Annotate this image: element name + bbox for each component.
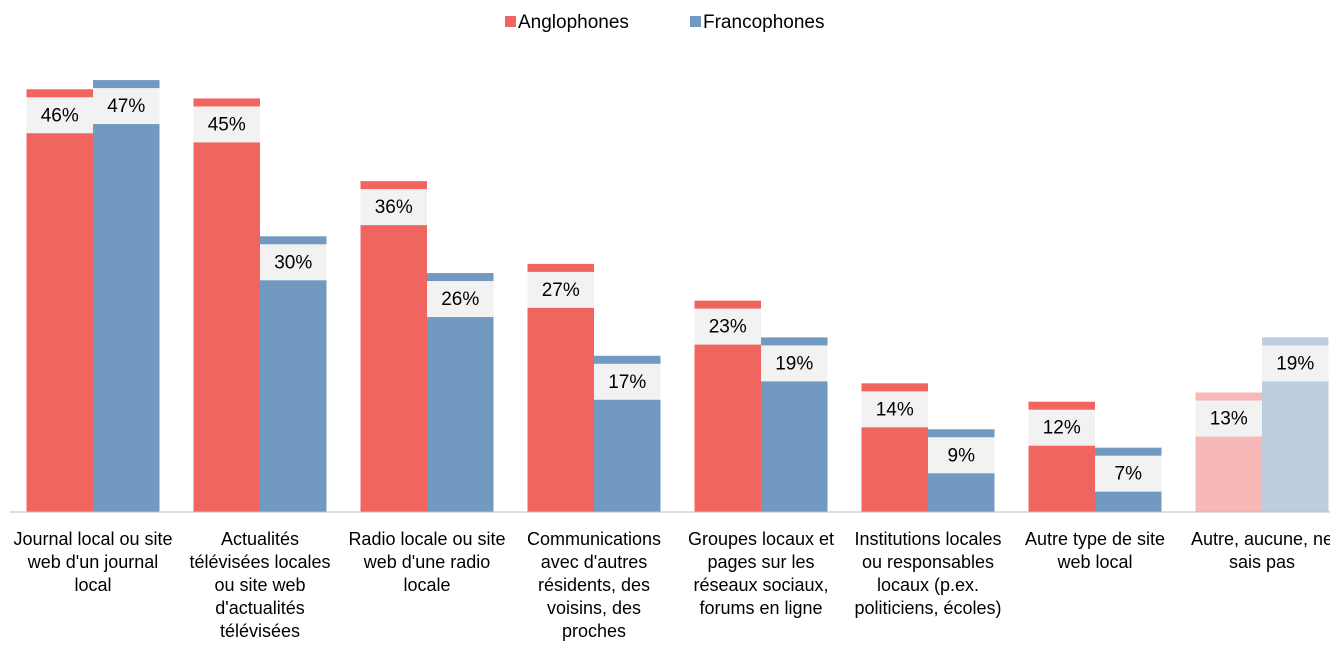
data-label: 7%	[1115, 464, 1143, 485]
x-tick-label: Communications avec d'autres résidents, …	[526, 529, 662, 641]
x-tick-label: Autre type de site web local	[1024, 529, 1166, 572]
data-label-box	[193, 106, 260, 143]
legend-label: Anglophones	[518, 12, 629, 33]
bar	[360, 181, 427, 512]
data-label-box	[1195, 400, 1262, 437]
data-label-box	[93, 88, 160, 125]
data-label: 14%	[876, 399, 914, 420]
data-label-box	[928, 437, 995, 474]
data-label: 45%	[208, 114, 246, 135]
x-tick-label: Journal local ou site web d'un journal l…	[13, 529, 173, 595]
data-label-box	[1262, 345, 1329, 382]
x-tick-label: Autre, aucune, ne sais pas	[1190, 529, 1330, 572]
bar	[193, 98, 260, 512]
legend-label: Francophones	[703, 12, 824, 33]
data-label-box	[26, 97, 93, 134]
data-label: 46%	[41, 105, 79, 126]
data-label: 13%	[1210, 409, 1248, 430]
data-label: 12%	[1043, 418, 1081, 439]
bar	[93, 80, 160, 512]
data-label: 27%	[542, 280, 580, 301]
data-label: 36%	[375, 197, 413, 218]
data-label: 23%	[709, 317, 747, 338]
data-label: 9%	[948, 445, 976, 466]
bar	[26, 89, 93, 512]
data-label-box	[1095, 455, 1162, 492]
x-tick-label: Groupes locaux et pages sur les réseaux …	[687, 529, 835, 618]
data-label-box	[1028, 409, 1095, 446]
data-label-box	[594, 363, 661, 400]
data-label: 17%	[608, 372, 646, 393]
data-label-box	[360, 189, 427, 226]
x-tick-label: Radio locale ou site web d'une radio loc…	[348, 529, 506, 595]
data-label: 30%	[274, 252, 312, 273]
data-label-box	[694, 308, 761, 345]
data-label-box	[527, 271, 594, 308]
x-tick-label: Institutions locales ou responsables loc…	[854, 529, 1002, 618]
legend-swatch	[690, 16, 701, 27]
data-label: 26%	[441, 289, 479, 310]
data-label-box	[427, 281, 494, 318]
data-label: 19%	[775, 353, 813, 374]
data-label-box	[861, 391, 928, 428]
x-tick-label: Actualités télévisées locales ou site we…	[189, 529, 331, 641]
legend-swatch	[505, 16, 516, 27]
data-label: 47%	[107, 96, 145, 117]
data-label: 19%	[1276, 353, 1314, 374]
bar	[260, 236, 327, 513]
data-label-box	[260, 244, 327, 281]
data-label-box	[761, 345, 828, 382]
